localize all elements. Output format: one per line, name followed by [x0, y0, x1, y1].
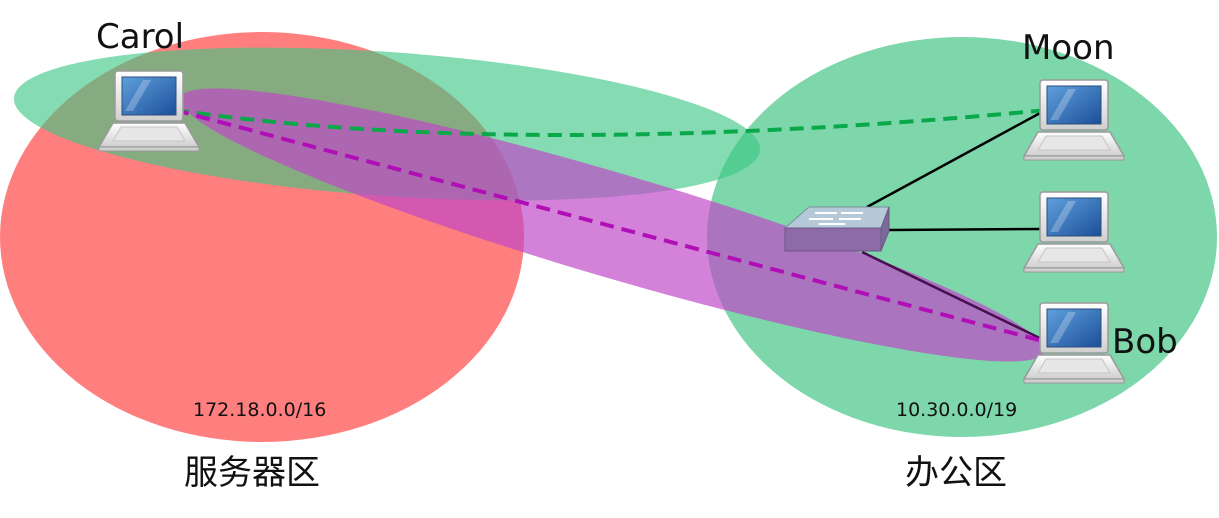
server-subnet-label: 172.18.0.0/16: [193, 399, 326, 421]
carol-label: Carol: [96, 17, 184, 57]
switch-icon[interactable]: [783, 206, 890, 252]
links: [861, 110, 1051, 345]
link-switch-moon: [866, 110, 1043, 209]
link-switch-bob: [861, 250, 1051, 345]
link-switch-host-middle: [883, 227, 1043, 232]
server-zone-label: 服务器区: [184, 453, 320, 493]
bob-label: Bob: [1112, 322, 1178, 362]
moon-label: Moon: [1022, 28, 1115, 68]
tunnel-carol-bob-line: [174, 108, 1051, 345]
office-zone-label: 办公区: [905, 453, 1007, 493]
office-subnet-label: 10.30.0.0/19: [896, 399, 1017, 421]
